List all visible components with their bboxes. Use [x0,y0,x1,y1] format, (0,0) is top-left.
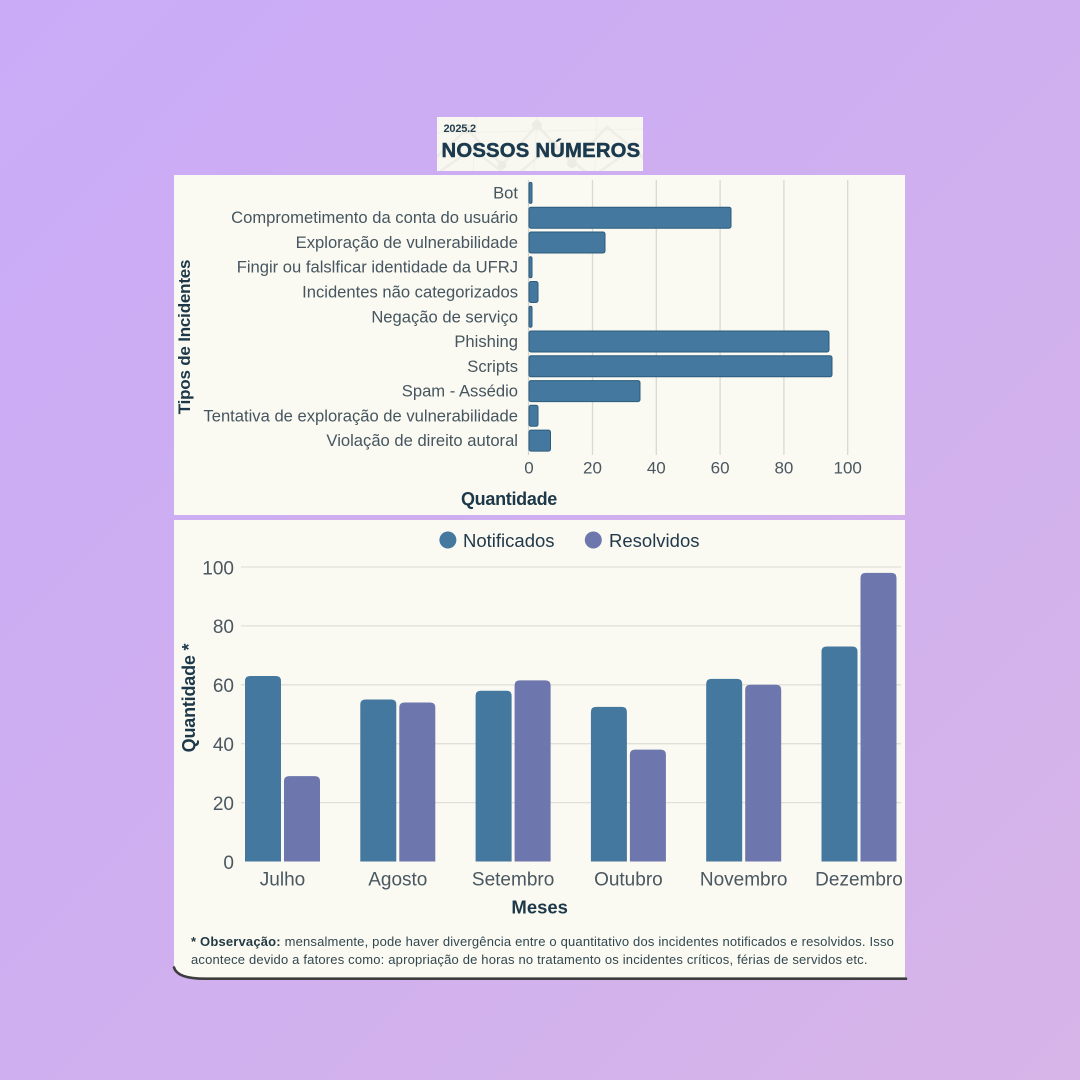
svg-text:Fingir ou falslficar identidad: Fingir ou falslficar identidade da UFRJ [237,258,518,277]
svg-text:20: 20 [213,794,234,815]
svg-text:60: 60 [711,459,730,478]
svg-text:Phishing: Phishing [454,332,518,351]
svg-text:Scripts: Scripts [467,357,518,376]
svg-text:Agosto: Agosto [368,869,427,890]
svg-text:Meses: Meses [511,897,568,918]
svg-text:Comprometimento da conta do us: Comprometimento da conta do usuário [231,208,518,227]
svg-text:Resolvidos: Resolvidos [609,530,700,551]
svg-text:0: 0 [524,459,533,478]
svg-text:Tipos de Incidentes: Tipos de Incidentes [175,260,194,415]
svg-text:Tentativa de exploração de vul: Tentativa de exploração de vulnerabilida… [203,406,518,425]
svg-text:Outubro: Outubro [594,869,663,890]
svg-text:Bot: Bot [493,183,518,202]
svg-text:100: 100 [834,459,862,478]
svg-text:Incidentes não categorizados: Incidentes não categorizados [302,283,518,302]
svg-text:Dezembro: Dezembro [815,869,903,890]
svg-text:80: 80 [213,617,234,638]
svg-text:60: 60 [213,676,234,697]
svg-text:Notificados: Notificados [463,530,555,551]
svg-text:Julho: Julho [260,869,305,890]
svg-text:Setembro: Setembro [472,869,554,890]
svg-text:Quantidade *: Quantidade * [179,644,199,753]
svg-text:100: 100 [202,558,234,579]
svg-text:40: 40 [213,735,234,756]
svg-text:20: 20 [583,459,602,478]
svg-text:Violação de direito autoral: Violação de direito autoral [326,431,518,450]
svg-text:80: 80 [774,459,793,478]
svg-text:0: 0 [223,853,234,874]
svg-text:40: 40 [647,459,666,478]
svg-text:Negação de serviço: Negação de serviço [371,307,518,326]
svg-text:Spam - Assédio: Spam - Assédio [402,382,518,401]
svg-text:Quantidade: Quantidade [461,489,557,509]
svg-text:Novembro: Novembro [700,869,788,890]
svg-text:Exploração de vulnerabilidade: Exploração de vulnerabilidade [296,233,518,252]
